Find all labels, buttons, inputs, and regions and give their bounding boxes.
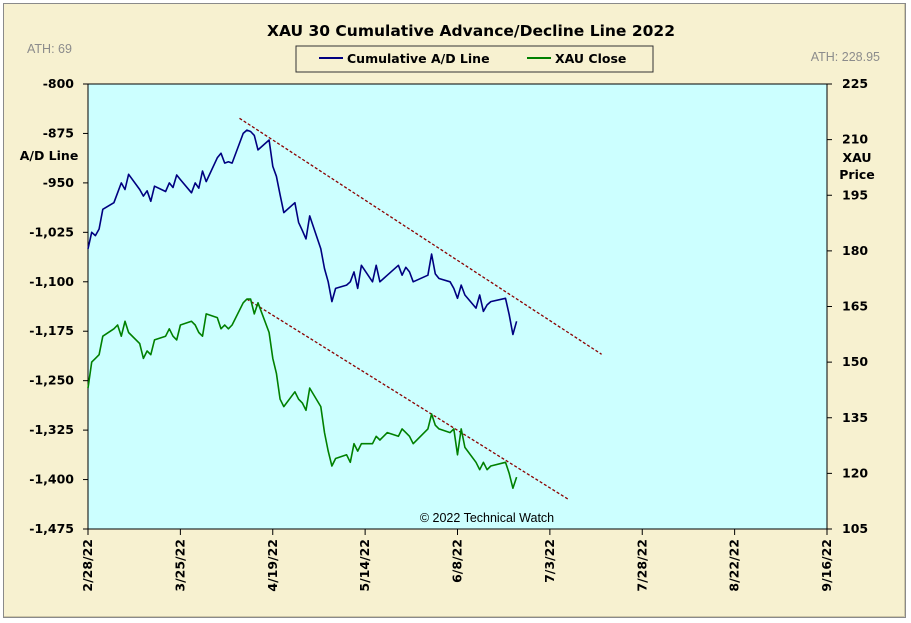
left-axis-tick-label: -1,250 [29, 373, 74, 388]
right-axis-tick-label: 180 [842, 243, 868, 258]
trendline [239, 117, 602, 355]
trendline [246, 298, 569, 500]
left-axis-tick-label: -1,025 [29, 224, 74, 239]
credit-text: © 2022 Technical Watch [420, 511, 554, 525]
left-axis-title: A/D Line [20, 148, 79, 163]
x-axis-tick-label: 2/28/22 [80, 539, 95, 592]
legend-label-xau-close: XAU Close [555, 51, 626, 66]
right-axis-tick-label: 165 [842, 299, 868, 314]
x-axis-tick-label: 7/28/22 [634, 539, 649, 592]
left-axis-tick-label: -1,325 [29, 422, 74, 437]
right-axis-tick-label: 210 [842, 132, 868, 147]
right-axis-tick-label: 135 [842, 410, 868, 425]
left-axis-tick-label: -950 [43, 175, 75, 190]
right-axis-tick-label: 105 [842, 521, 868, 536]
chart-title: XAU 30 Cumulative Advance/Decline Line 2… [267, 22, 675, 40]
ath-left-annotation: ATH: 69 [27, 42, 72, 56]
x-axis-tick-label: 5/14/22 [357, 539, 372, 592]
x-axis-tick-label: 7/3/22 [542, 539, 557, 583]
left-axis-tick-label: -800 [43, 76, 75, 91]
left-axis-tick-label: -875 [43, 125, 74, 140]
x-axis-tick-label: 8/22/22 [727, 539, 742, 592]
plot-area [87, 83, 828, 530]
right-axis-tick-label: 150 [842, 354, 868, 369]
right-axis: 225 210 195 180 165 150 135 120 105 [827, 76, 868, 536]
ath-right-annotation: ATH: 228.95 [811, 50, 880, 64]
legend: Cumulative A/D Line XAU Close [295, 45, 654, 73]
left-axis-tick-label: -1,175 [29, 323, 74, 338]
right-axis-tick-label: 225 [842, 76, 868, 91]
left-axis-tick-label: -1,475 [29, 521, 74, 536]
series-line [87, 129, 518, 336]
x-axis: 2/28/22 3/25/22 4/19/22 5/14/22 6/8/22 7/3/22… [80, 529, 834, 592]
x-axis-tick-label: 3/25/22 [172, 539, 187, 592]
x-axis-tick-label: 9/16/22 [819, 539, 834, 592]
series-line [87, 298, 518, 490]
right-axis-tick-label: 120 [842, 465, 868, 480]
series-lines [87, 129, 518, 490]
left-axis: -800 -875 -950 -1,025 -1,100 -1,175 -1,250 -1,3… [29, 76, 88, 536]
right-axis-tick-label: 195 [842, 187, 868, 202]
right-axis-title-line1: XAU [842, 150, 871, 165]
trendlines [239, 117, 602, 500]
right-axis-title-line2: Price [839, 167, 875, 182]
x-axis-tick-label: 6/8/22 [450, 539, 465, 583]
left-axis-tick-label: -1,100 [29, 274, 74, 289]
x-axis-tick-label: 4/19/22 [265, 539, 280, 592]
legend-box [295, 45, 654, 73]
left-axis-tick-label: -1,400 [29, 472, 74, 487]
legend-label-ad-line: Cumulative A/D Line [347, 51, 490, 66]
